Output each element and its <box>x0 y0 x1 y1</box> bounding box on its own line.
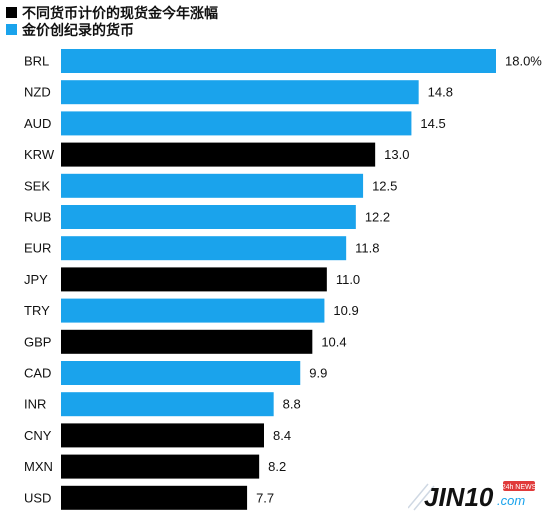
category-label-jpy: JPY <box>24 272 48 287</box>
category-label-gbp: GBP <box>24 334 51 349</box>
bar-gbp <box>61 329 313 354</box>
category-label-brl: BRL <box>24 54 49 69</box>
category-label-inr: INR <box>24 397 46 412</box>
value-label-brl: 18.0% <box>505 54 542 69</box>
value-label-cny: 8.4 <box>273 428 291 443</box>
category-label-try: TRY <box>24 303 50 318</box>
category-label-eur: EUR <box>24 241 51 256</box>
legend-label-normal: 不同货币计价的现货金今年涨幅 <box>22 5 218 22</box>
category-label-mxn: MXN <box>24 459 53 474</box>
value-label-eur: 11.8 <box>355 241 379 256</box>
bar-cny <box>61 423 264 448</box>
bar-cad <box>61 361 301 385</box>
watermark-brand: JIN10 <box>424 482 494 512</box>
value-label-inr: 8.8 <box>283 397 301 412</box>
watermark-badge-bg <box>503 481 535 491</box>
category-label-krw: KRW <box>24 147 55 162</box>
value-label-nzd: 14.8 <box>428 85 453 100</box>
bar-sek <box>61 173 364 198</box>
bar-aud <box>61 111 412 136</box>
category-label-cad: CAD <box>24 366 51 381</box>
category-label-aud: AUD <box>24 116 51 131</box>
category-label-cny: CNY <box>24 428 52 443</box>
legend-swatch-black <box>6 7 17 18</box>
watermark-badge: 24h NEWS <box>502 484 537 491</box>
value-label-sek: 12.5 <box>372 178 397 193</box>
value-label-usd: 7.7 <box>256 490 274 505</box>
bar-jpy <box>61 267 327 292</box>
bar-mxn <box>61 454 260 479</box>
value-label-try: 10.9 <box>333 303 358 318</box>
bar-usd <box>61 485 248 510</box>
bar-try <box>61 298 325 323</box>
watermark-suffix: .com <box>497 493 525 508</box>
chart-legend: 不同货币计价的现货金今年涨幅 金价创纪录的货币 <box>6 4 218 39</box>
legend-label-record: 金价创纪录的货币 <box>22 22 134 39</box>
value-label-gbp: 10.4 <box>321 334 346 349</box>
value-label-mxn: 8.2 <box>268 459 286 474</box>
category-label-sek: SEK <box>24 178 50 193</box>
value-label-krw: 13.0 <box>384 147 409 162</box>
legend-item-normal: 不同货币计价的现货金今年涨幅 <box>6 4 218 22</box>
bar-inr <box>61 392 274 417</box>
legend-swatch-blue <box>6 24 17 35</box>
category-label-usd: USD <box>24 490 51 505</box>
value-label-jpy: 11.0 <box>336 272 360 287</box>
bar-rub <box>61 205 356 229</box>
bar-eur <box>61 236 347 261</box>
bar-brl <box>61 49 496 73</box>
legend-item-record: 金价创纪录的货币 <box>6 21 218 39</box>
bar-nzd <box>61 80 419 105</box>
value-label-rub: 12.2 <box>365 210 390 225</box>
bar-krw <box>61 142 376 167</box>
value-label-cad: 9.9 <box>309 366 327 381</box>
value-label-aud: 14.5 <box>420 116 445 131</box>
category-label-rub: RUB <box>24 210 51 225</box>
category-label-nzd: NZD <box>24 85 51 100</box>
jin10-logo-mark <box>408 483 435 511</box>
jin10-logo: JIN10 .com 24h NEWS <box>408 481 537 512</box>
